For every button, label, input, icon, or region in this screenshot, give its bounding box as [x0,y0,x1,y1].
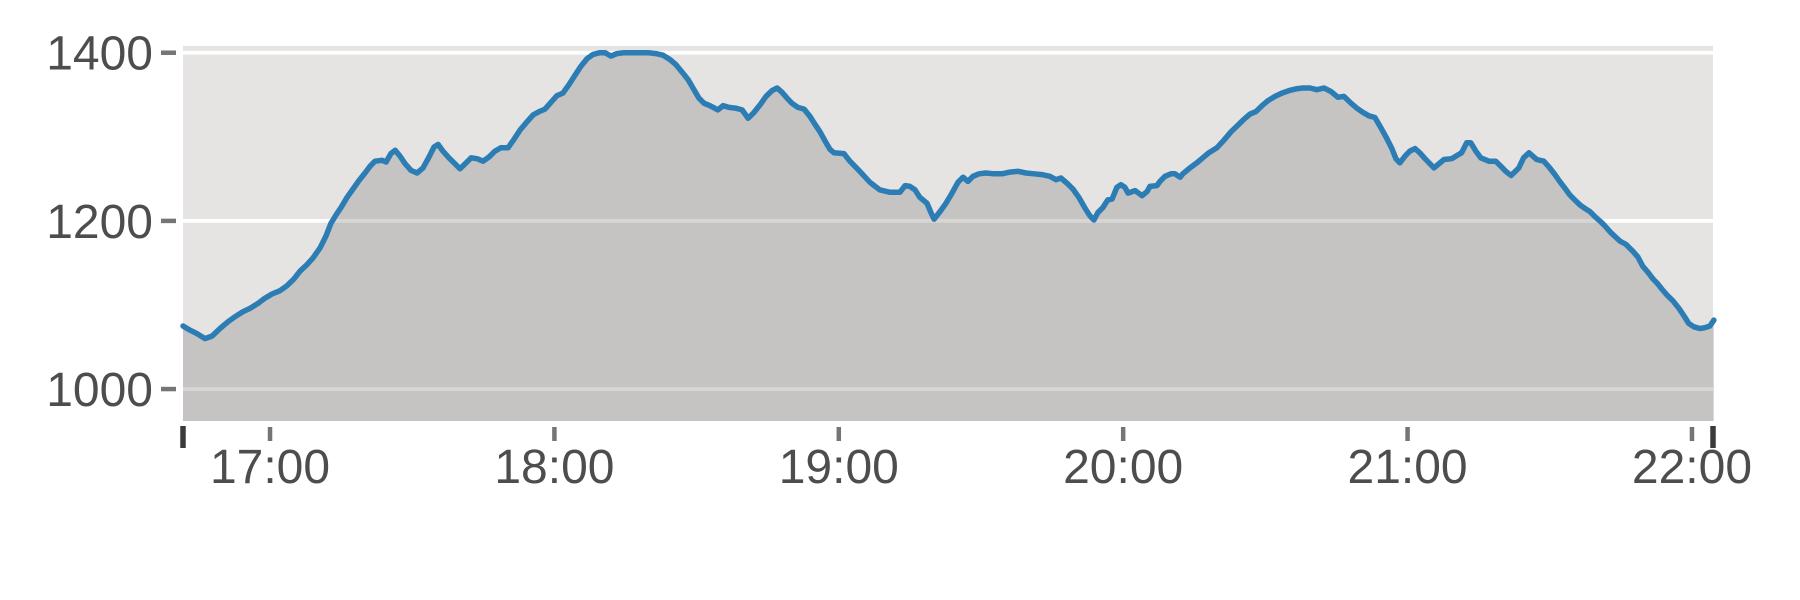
y-tick-label-1400: 1400 [46,28,153,81]
x-tick-label-17:00: 17:00 [210,441,330,494]
y-tick-label-1200: 1200 [46,196,153,249]
plot-panel [183,46,1713,421]
elevation-area-fill [183,52,1714,421]
x-tick-label-22:00: 22:00 [1632,441,1752,494]
x-tick-label-18:00: 18:00 [494,441,614,494]
x-tick-label-21:00: 21:00 [1348,441,1468,494]
x-tick-label-20:00: 20:00 [1063,441,1183,494]
elevation-line [180,49,1717,342]
x-tick-label-19:00: 19:00 [779,441,899,494]
y-tick-label-1000: 1000 [46,364,153,417]
